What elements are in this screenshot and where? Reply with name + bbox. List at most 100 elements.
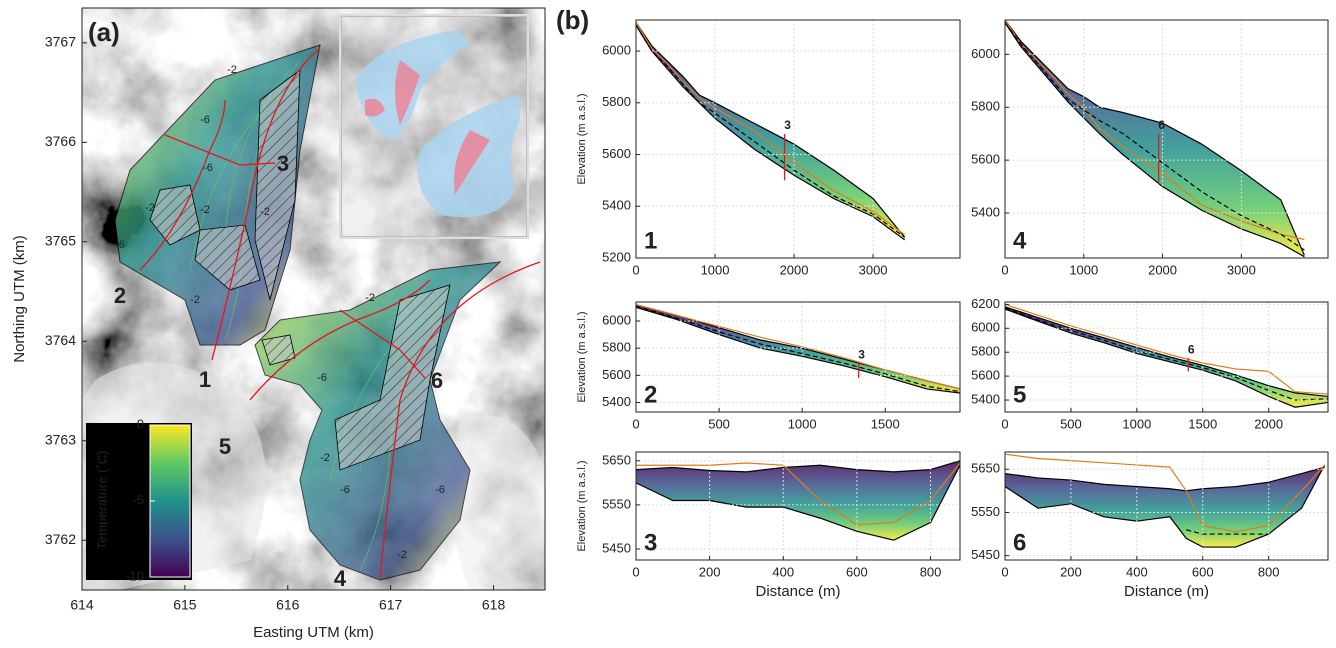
y-tick-label: 5800 — [971, 344, 1000, 359]
profile-number: 3 — [644, 529, 657, 556]
contour-label: -2 — [227, 64, 237, 76]
y-tick-label: 5600 — [971, 152, 1000, 167]
y-tick-label: 5400 — [971, 204, 1000, 219]
contour-label: -6 — [203, 162, 213, 174]
profile-label: 6 — [431, 368, 443, 393]
contour-label: -2 — [365, 292, 375, 304]
colorbar-label: Temperature (˚C) — [94, 451, 109, 550]
contour-label: -2 — [200, 204, 210, 216]
y-tick-label: 5800 — [602, 340, 631, 355]
profile-line — [1005, 307, 1328, 401]
colorbar-tick-label: -5 — [132, 492, 144, 507]
y-tick-label: 3764 — [45, 332, 76, 348]
map-frame — [81, 7, 546, 591]
profile-line — [1186, 529, 1269, 535]
profile-line — [636, 22, 906, 238]
x-tick-label: 0 — [632, 564, 639, 579]
profile-line — [1005, 303, 1328, 395]
y-tick-label: 5650 — [971, 461, 1000, 476]
x-tick-label: 3000 — [1227, 262, 1256, 277]
x-tick-label: 200 — [699, 564, 721, 579]
y-axis-label: Elevation (m a.s.l.) — [576, 311, 588, 402]
contour-label: -6 — [340, 484, 350, 496]
profile-number: 1 — [644, 227, 657, 254]
y-tick-label: 5550 — [602, 496, 631, 511]
y-tick-label: 3762 — [45, 531, 76, 547]
x-tick-label: 800 — [1258, 564, 1280, 579]
profile-line — [636, 22, 906, 236]
profile-plot — [1005, 303, 1328, 408]
profile-line — [1005, 20, 1305, 256]
profile-line — [1005, 306, 1328, 398]
profile-number: 4 — [1013, 227, 1027, 254]
y-tick-label: 3767 — [45, 34, 76, 50]
x-tick-label: 615 — [173, 597, 197, 613]
profile-line — [636, 306, 960, 394]
colorbar — [149, 424, 191, 578]
axes-frame — [635, 451, 961, 561]
contour-label: -2 — [397, 549, 407, 561]
y-tick-label: 3765 — [45, 232, 76, 248]
y-tick-label: 5400 — [602, 394, 631, 409]
x-tick-label: 3000 — [859, 262, 888, 277]
y-tick-label: 5650 — [602, 452, 631, 467]
y-tick-label: 6000 — [971, 46, 1000, 61]
marker-label: 3 — [784, 118, 791, 132]
x-axis-label: Distance (m) — [1124, 583, 1209, 600]
y-tick-label: 5200 — [602, 249, 631, 264]
profile-plot — [1005, 20, 1305, 258]
x-tick-label: 616 — [276, 597, 300, 613]
y-axis-label: Elevation (m a.s.l.) — [576, 460, 588, 551]
x-tick-label: 618 — [482, 597, 506, 613]
contour-label: -6 — [317, 372, 327, 384]
x-tick-label: 2000 — [1148, 262, 1177, 277]
profile-label: 2 — [114, 283, 126, 308]
ice-fill — [636, 304, 960, 393]
y-tick-label: 6200 — [971, 296, 1000, 311]
profile-line — [636, 464, 960, 541]
contour-label: -2 — [190, 294, 200, 306]
x-tick-label: 2000 — [1254, 416, 1283, 431]
x-axis-label: Distance (m) — [755, 583, 840, 600]
y-tick-label: 5450 — [602, 540, 631, 555]
y-tick-label: 5800 — [971, 99, 1000, 114]
profile-plot — [1005, 453, 1326, 548]
x-tick-label: 617 — [379, 597, 403, 613]
y-tick-label: 6000 — [971, 320, 1000, 335]
x-tick-label: 500 — [708, 416, 730, 431]
y-axis-label: Northing UTM (km) — [11, 235, 28, 363]
y-tick-label: 6000 — [602, 42, 631, 57]
profile-line — [1005, 453, 1326, 533]
contour-label: -6 — [115, 239, 125, 251]
profile-line — [636, 462, 960, 526]
y-tick-label: 5800 — [602, 94, 631, 109]
profile-line — [636, 460, 960, 473]
panel-label: (a) — [88, 17, 120, 47]
x-tick-label: 600 — [1192, 564, 1214, 579]
y-tick-label: 5550 — [971, 504, 1000, 519]
profile-line — [1005, 22, 1305, 251]
x-tick-label: 1000 — [701, 262, 730, 277]
contour-label: -6 — [200, 114, 210, 126]
ice-fill — [636, 22, 905, 240]
profile-label: 5 — [219, 434, 231, 459]
y-tick-label: 5600 — [602, 146, 631, 161]
profile-number: 5 — [1013, 381, 1026, 408]
x-tick-label: 0 — [1001, 262, 1008, 277]
contour-label: -2 — [320, 452, 330, 464]
panel-label: (b) — [556, 5, 589, 35]
axes-frame — [635, 19, 961, 259]
x-tick-label: 1000 — [788, 416, 817, 431]
x-tick-label: 614 — [70, 597, 94, 613]
y-tick-label: 6000 — [602, 312, 631, 327]
profile-label: 3 — [277, 151, 289, 176]
y-tick-label: 5450 — [971, 547, 1000, 562]
y-tick-label: 5400 — [602, 198, 631, 213]
profile-label: 4 — [334, 566, 347, 591]
axes-frame — [1004, 19, 1329, 259]
axes-frame — [635, 301, 961, 413]
profile-line — [636, 24, 906, 241]
contour-label: -6 — [435, 484, 445, 496]
